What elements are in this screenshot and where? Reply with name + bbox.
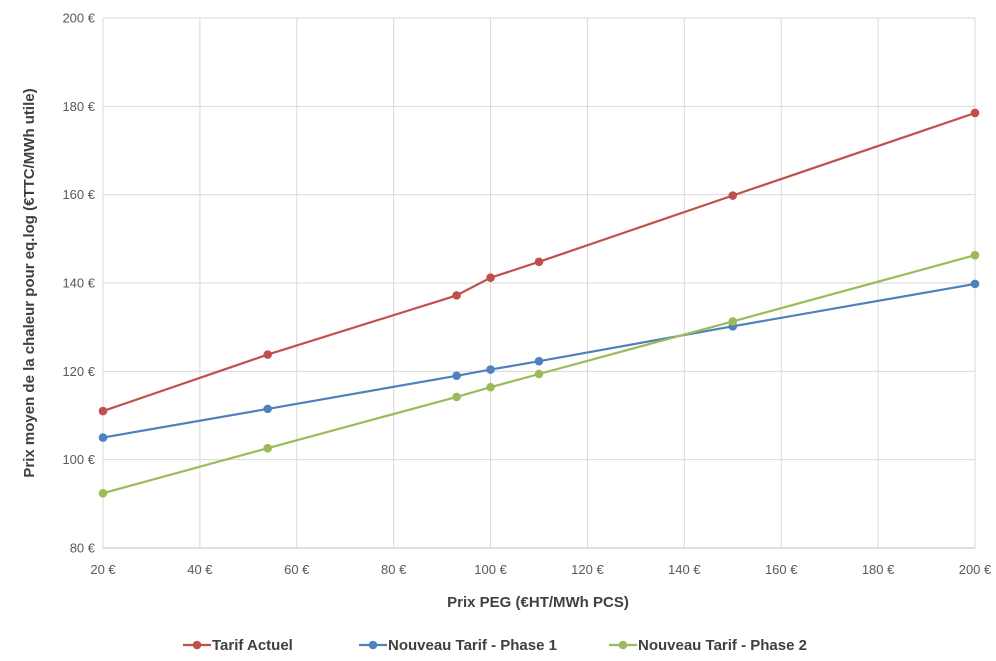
y-tick-label: 160 € [62, 187, 95, 202]
data-point [452, 291, 461, 300]
x-tick-label: 20 € [90, 562, 116, 577]
legend-label: Nouveau Tarif - Phase 1 [388, 637, 557, 654]
data-point [728, 191, 738, 200]
legend-label: Tarif Actuel [212, 637, 293, 654]
y-tick-label: 80 € [70, 541, 96, 556]
series-3 [98, 250, 980, 498]
y-axis-ticks: 80 € 100 € 120 € 140 € 160 € 180 € 200 € [62, 11, 95, 556]
x-tick-label: 160 € [765, 562, 798, 577]
x-tick-label: 80 € [381, 562, 407, 577]
series-group [98, 108, 980, 498]
legend: Tarif Actuel Nouveau Tarif - Phase 1 Nouve… [183, 637, 807, 654]
data-point [534, 257, 544, 267]
data-point [263, 443, 273, 453]
data-point [970, 279, 980, 289]
data-point [98, 433, 108, 442]
data-point [263, 404, 273, 414]
x-tick-label: 100 € [474, 562, 507, 577]
x-tick-label: 180 € [862, 562, 895, 577]
data-point [534, 369, 544, 379]
y-axis-title: Prix moyen de la chaleur pour eq.log (€T… [21, 88, 38, 477]
x-tick-label: 140 € [668, 562, 701, 577]
legend-item: Nouveau Tarif - Phase 1 [359, 637, 557, 654]
x-tick-label: 200 € [959, 562, 992, 577]
gridlines [102, 17, 976, 549]
x-tick-label: 40 € [187, 562, 213, 577]
x-axis-ticks: 20 € 40 € 60 € 80 € 100 € 120 € 140 € 160 € 180 … [90, 562, 992, 577]
x-tick-label: 120 € [571, 562, 604, 577]
series-1 [98, 108, 980, 416]
legend-marker [368, 640, 378, 650]
data-point [486, 273, 495, 283]
data-point [486, 382, 495, 392]
y-tick-label: 100 € [62, 452, 95, 467]
legend-item: Nouveau Tarif - Phase 2 [609, 637, 807, 654]
legend-marker [192, 640, 202, 650]
x-tick-label: 60 € [284, 562, 310, 577]
series-2 [98, 279, 980, 442]
x-axis-title: Prix PEG (€HT/MWh PCS) [447, 594, 629, 611]
y-tick-label: 120 € [62, 364, 95, 379]
data-point [98, 488, 108, 498]
legend-item: Tarif Actuel [183, 637, 293, 654]
data-point [263, 350, 273, 359]
data-point [534, 356, 544, 366]
legend-marker [618, 640, 628, 650]
y-tick-label: 200 € [62, 11, 95, 26]
y-tick-label: 180 € [62, 99, 95, 114]
y-tick-label: 140 € [62, 276, 95, 291]
data-point [728, 317, 738, 326]
data-point [970, 108, 980, 118]
data-point [452, 392, 461, 402]
data-point [452, 371, 461, 381]
data-point [970, 250, 980, 260]
legend-label: Nouveau Tarif - Phase 2 [638, 637, 807, 654]
data-point [98, 406, 108, 416]
data-point [486, 365, 495, 374]
